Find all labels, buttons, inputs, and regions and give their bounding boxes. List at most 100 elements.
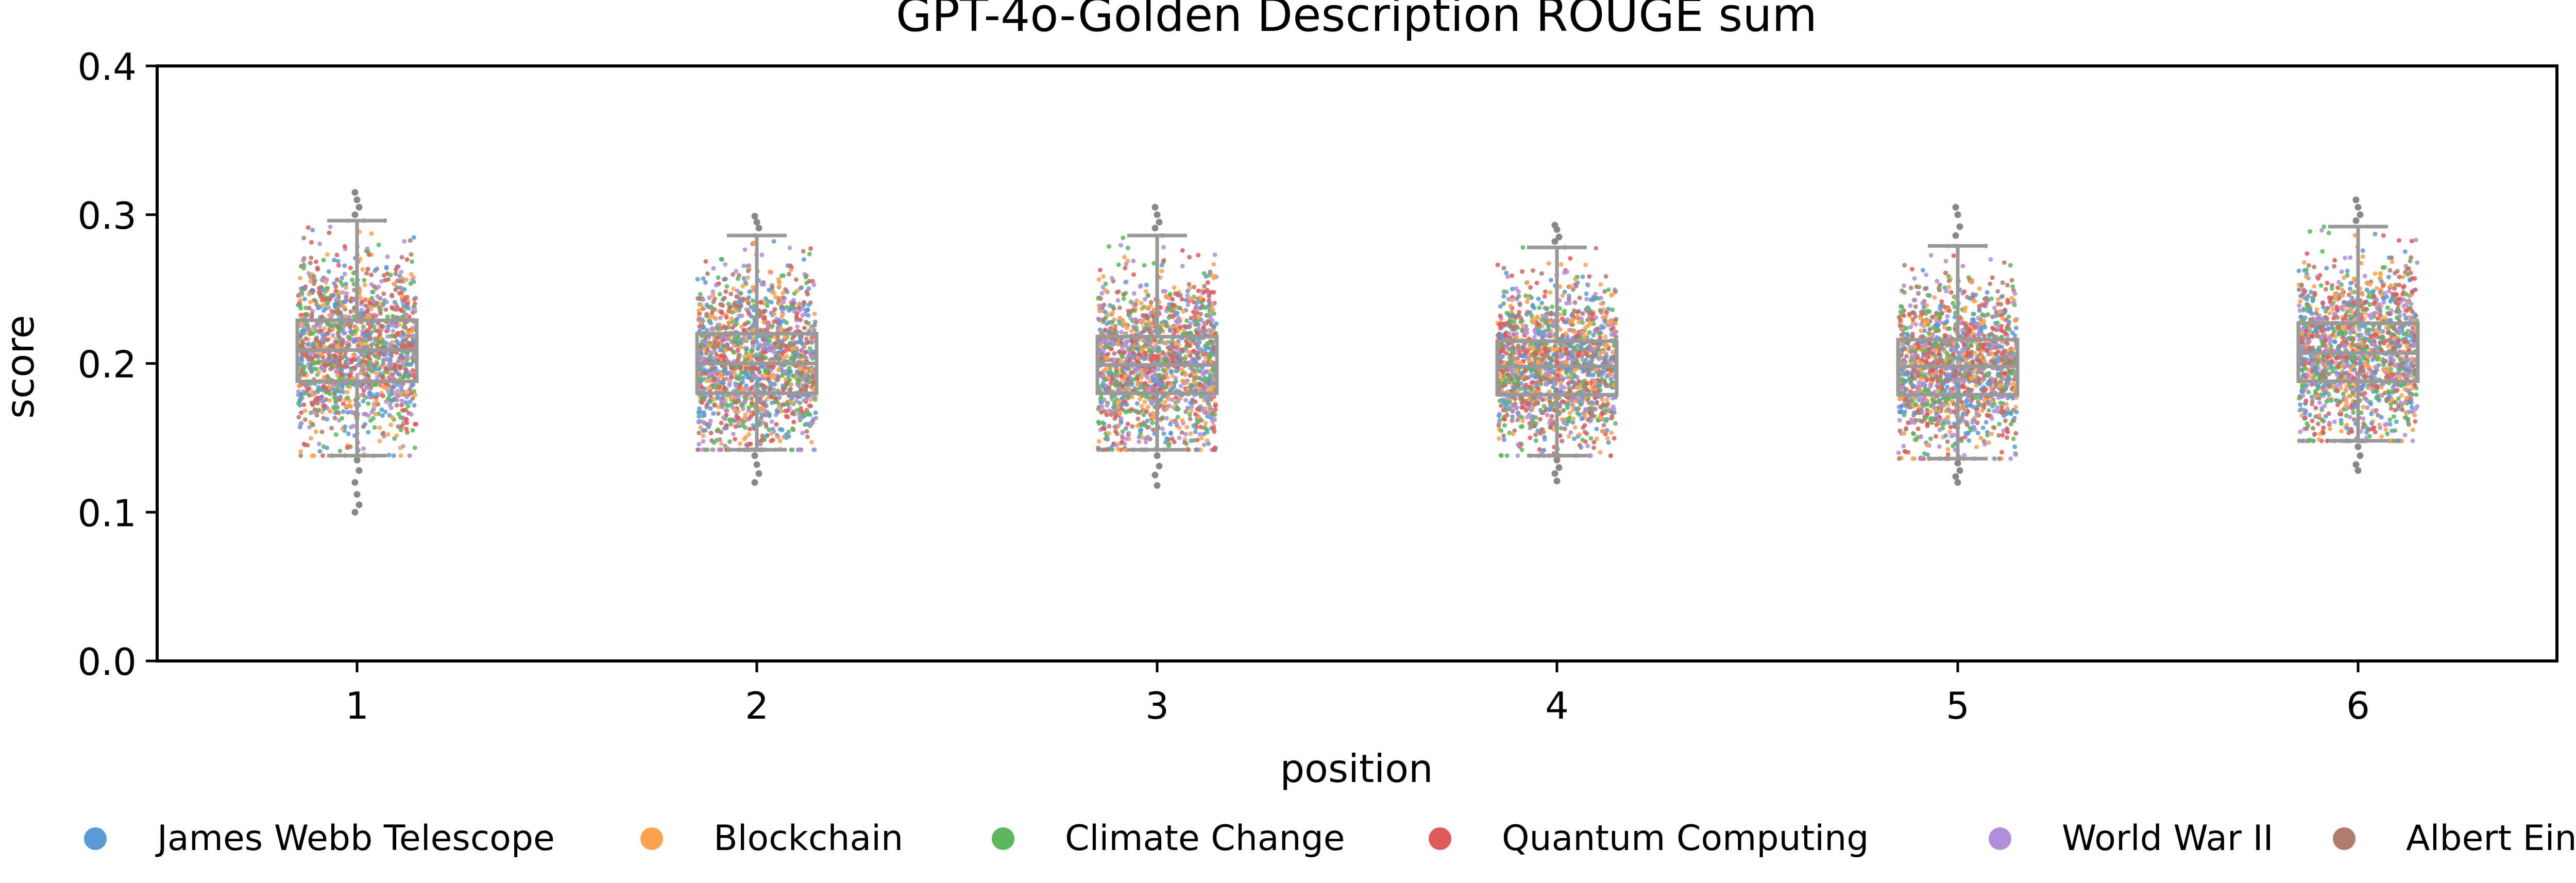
strip-point bbox=[318, 343, 323, 348]
strip-point bbox=[1156, 373, 1161, 378]
strip-point bbox=[1096, 439, 1101, 444]
strip-point bbox=[797, 416, 802, 421]
strip-point bbox=[321, 308, 327, 313]
strip-point bbox=[784, 320, 789, 325]
strip-point bbox=[320, 384, 326, 389]
strip-point bbox=[1139, 403, 1144, 409]
strip-point bbox=[368, 325, 373, 330]
strip-point bbox=[304, 322, 310, 327]
strip-point bbox=[770, 284, 775, 290]
strip-point bbox=[1134, 409, 1140, 414]
strip-point bbox=[301, 258, 306, 263]
strip-point bbox=[770, 343, 775, 348]
strip-point bbox=[308, 299, 313, 304]
strip-point bbox=[377, 351, 382, 356]
strip-point bbox=[360, 267, 365, 272]
strip-point bbox=[322, 326, 327, 331]
strip-point bbox=[388, 422, 394, 428]
strip-point bbox=[412, 403, 417, 408]
strip-point bbox=[1143, 289, 1148, 294]
strip-point bbox=[1099, 291, 1105, 296]
strip-point bbox=[1107, 385, 1112, 390]
strip-point bbox=[1117, 349, 1122, 354]
strip-point bbox=[325, 417, 330, 422]
strip-point bbox=[794, 399, 799, 404]
strip-point bbox=[1210, 318, 1215, 323]
strip-point bbox=[398, 445, 403, 450]
strip-point bbox=[723, 365, 728, 370]
strip-point bbox=[377, 438, 382, 444]
strip-point bbox=[813, 410, 818, 415]
strip-point bbox=[1191, 423, 1196, 428]
strip-point bbox=[711, 411, 716, 416]
strip-point bbox=[1182, 372, 1188, 377]
strip-point bbox=[776, 368, 781, 372]
strip-point bbox=[310, 401, 315, 406]
strip-point bbox=[1144, 409, 1149, 414]
strip-point bbox=[1213, 403, 1218, 408]
strip-point bbox=[351, 314, 357, 319]
strip-point bbox=[701, 325, 706, 330]
strip-point bbox=[812, 447, 817, 452]
strip-point bbox=[312, 274, 316, 279]
strip-point bbox=[1594, 246, 1599, 251]
strip-point bbox=[717, 437, 722, 442]
strip-point bbox=[749, 396, 754, 401]
strip-point bbox=[402, 407, 407, 413]
strip-point bbox=[325, 252, 330, 257]
strip-point bbox=[719, 420, 724, 426]
strip-point bbox=[1164, 436, 1170, 441]
strip-point bbox=[762, 341, 768, 346]
strip-point bbox=[1183, 409, 1189, 414]
strip-point bbox=[1157, 339, 1162, 344]
strip-point bbox=[1546, 261, 1551, 266]
strip-point bbox=[809, 421, 815, 426]
strip-point bbox=[801, 257, 806, 262]
strip-point bbox=[408, 453, 413, 458]
strip-point bbox=[769, 300, 774, 305]
strip-point bbox=[394, 370, 399, 375]
strip-point bbox=[391, 453, 396, 458]
strip-point bbox=[704, 403, 709, 408]
strip-point bbox=[792, 291, 797, 296]
strip-point bbox=[788, 267, 793, 273]
strip-point bbox=[1160, 426, 1165, 431]
strip-point bbox=[721, 415, 726, 420]
strip-point bbox=[1144, 313, 1149, 318]
strip-point bbox=[385, 254, 390, 259]
strip-point bbox=[336, 333, 341, 338]
strip-point bbox=[705, 447, 710, 452]
strip-point bbox=[329, 363, 334, 368]
strip-point bbox=[1130, 424, 1135, 429]
strip-point bbox=[743, 366, 748, 371]
strip-point bbox=[1504, 270, 1509, 276]
strip-point bbox=[1195, 437, 1200, 443]
strip-point bbox=[700, 297, 705, 302]
strip-point bbox=[810, 354, 815, 359]
strip-point bbox=[327, 230, 332, 235]
strip-point bbox=[772, 307, 777, 312]
strip-point bbox=[399, 269, 404, 275]
strip-point bbox=[296, 293, 301, 298]
strip-point bbox=[345, 404, 350, 409]
strip-point bbox=[1502, 423, 1507, 428]
strip-point bbox=[379, 279, 384, 284]
strip-point bbox=[369, 410, 375, 415]
strip-point bbox=[812, 311, 817, 316]
strip-point bbox=[410, 368, 415, 373]
strip-point bbox=[1167, 292, 1173, 297]
strip-point bbox=[366, 413, 371, 418]
strip-point bbox=[782, 434, 786, 439]
strip-point bbox=[297, 398, 302, 403]
strip-point bbox=[394, 324, 399, 328]
strip-point bbox=[407, 387, 412, 392]
strip-point bbox=[764, 424, 769, 429]
strip-point bbox=[1109, 276, 1114, 281]
strip-point bbox=[1142, 387, 1147, 392]
strip-point bbox=[743, 435, 748, 440]
strip-point bbox=[411, 235, 416, 240]
strip-point bbox=[749, 304, 753, 310]
strip-point bbox=[808, 246, 813, 251]
strip-point bbox=[327, 313, 332, 318]
